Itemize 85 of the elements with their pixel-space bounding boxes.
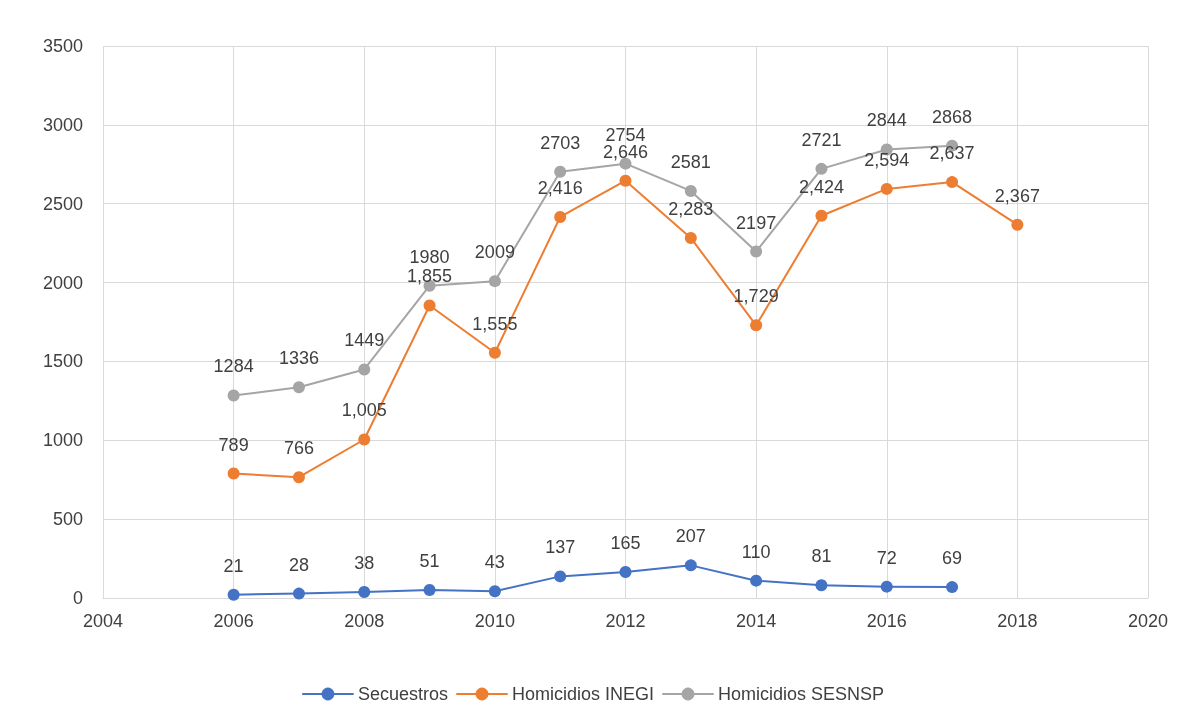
data-label: 81 [811,546,832,567]
data-label: 165 [610,532,641,553]
point [423,299,436,312]
point [619,565,632,578]
y-tick-label: 500 [52,509,83,530]
point [423,583,436,596]
data-label: 789 [218,434,249,455]
data-label: 2,594 [864,149,910,170]
point [946,176,959,189]
data-label: 2,637 [929,143,975,164]
data-label: 766 [283,438,314,459]
data-label: 137 [545,537,576,558]
point [880,182,893,195]
y-tick-label: 0 [72,588,83,608]
x-tick-label: 2020 [1127,611,1169,631]
point [358,363,371,376]
data-label: 110 [741,541,771,562]
data-label: 1449 [344,330,385,351]
data-label: 38 [354,553,375,574]
data-label: 2197 [736,212,777,233]
point [684,231,697,244]
data-label: 1336 [278,348,319,369]
data-label: 2,416 [537,177,583,198]
data-label: 1284 [213,356,254,377]
point [554,210,567,223]
data-label: 1980 [409,246,450,267]
point [358,586,371,598]
data-label: 28 [288,554,309,575]
point [815,579,828,592]
data-label: 2703 [540,132,581,153]
point [815,209,828,222]
data-label: 72 [876,547,897,568]
data-label: 2868 [932,106,973,127]
point [750,319,763,332]
point [488,346,501,359]
point [554,570,567,583]
point [358,433,371,446]
point [619,174,632,187]
data-label: 2009 [474,242,515,263]
x-tick-label: 2018 [997,611,1038,631]
point [292,381,305,394]
data-label: 2844 [866,110,907,131]
data-label: 69 [942,548,963,569]
data-label: 207 [675,526,706,547]
x-tick-label: 2006 [213,611,254,631]
legend-label: Homicidios INEGI [511,684,655,704]
point [227,588,240,601]
y-tick-label: 3500 [42,36,83,56]
point [684,184,697,197]
data-label: 21 [223,555,244,576]
x-tick-label: 2004 [82,611,124,631]
point [1011,218,1024,231]
point [488,585,501,598]
data-label: 2721 [801,129,842,150]
y-tick-label: 1000 [42,430,83,451]
point [227,467,240,480]
data-label: 2581 [670,151,711,172]
point [554,165,567,178]
y-tick-label: 1500 [42,351,83,372]
y-tick-label: 3000 [42,114,83,135]
x-tick-label: 2012 [605,611,646,631]
point [488,275,501,288]
point [880,580,893,593]
point [292,471,305,484]
y-tick-label: 2500 [42,193,83,214]
point [750,245,763,258]
x-tick-label: 2008 [344,611,385,631]
x-tick-label: 2016 [866,611,907,631]
point [946,581,959,594]
data-label: 2,367 [994,185,1040,206]
data-label: 43 [484,552,505,573]
x-tick-label: 2014 [736,611,777,631]
legend-label: Homicidios SESNSP [718,684,885,704]
point [750,574,763,587]
data-label: 2,283 [668,198,714,219]
x-tick-label: 2010 [474,611,515,631]
data-label: 51 [419,550,440,571]
point [684,559,697,572]
data-label: 1,855 [407,266,453,287]
legend-label: Secuestros [357,684,448,704]
data-label: 2,424 [798,176,844,197]
point [815,162,828,175]
point [292,587,305,600]
point [227,389,240,402]
y-tick-label: 2000 [42,272,83,293]
